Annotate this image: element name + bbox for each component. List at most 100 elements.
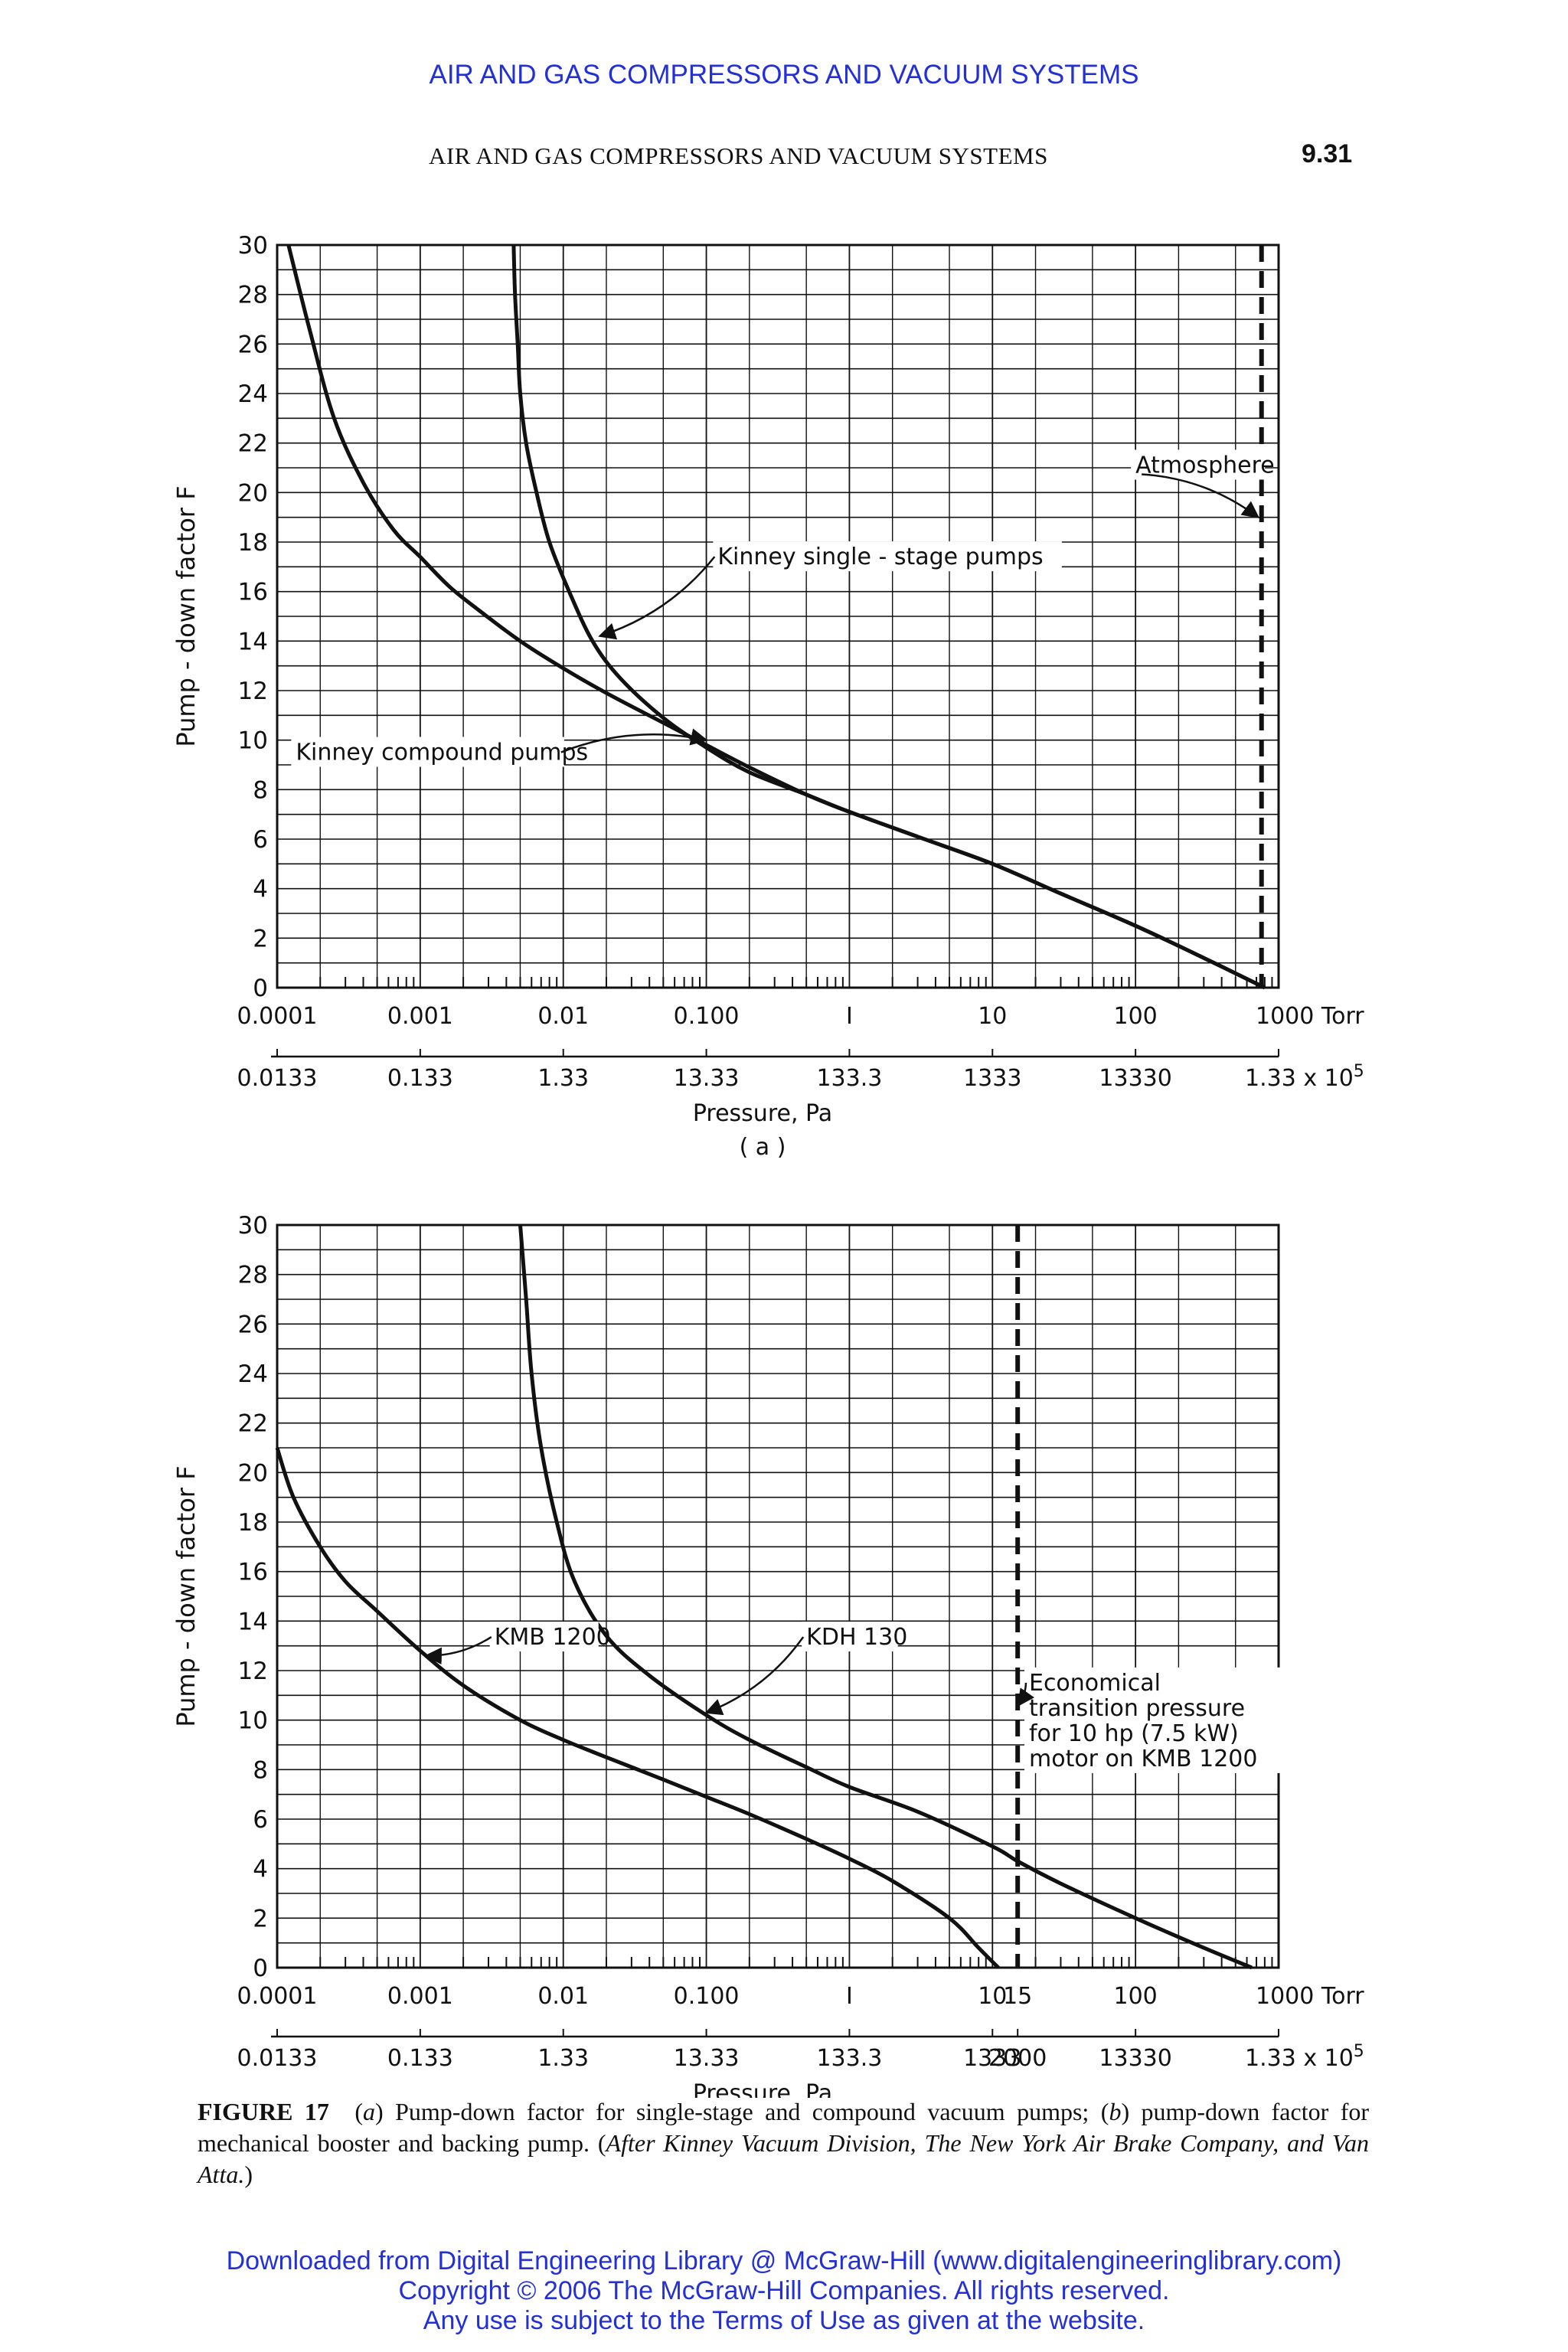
y-tick-label: 16 — [238, 1559, 268, 1586]
annotation-background — [713, 541, 1062, 572]
y-tick-label: 12 — [238, 678, 268, 705]
x-tick-label-torr: 0.100 — [674, 1983, 740, 2010]
x-tick-label-pa: 0.133 — [387, 2045, 453, 2072]
y-tick-label: 8 — [253, 1756, 268, 1784]
series-line — [511, 244, 1266, 990]
x-tick-label-pa: 1333 — [963, 1065, 1021, 1092]
y-tick-label: 0 — [253, 1955, 268, 1982]
x-tick-label-torr: 1000 Torr — [1256, 1003, 1364, 1030]
figure-caption: FIGURE 17 (a) Pump-down factor for singl… — [198, 2096, 1369, 2190]
series-line — [518, 1224, 1253, 1970]
annotation-label: Economical — [1029, 1670, 1161, 1697]
y-tick-label: 20 — [238, 479, 268, 507]
x-tick-label-torr: 0.01 — [537, 1983, 589, 2010]
caption-part: ) Pump-down factor for single-stage and … — [375, 2098, 1109, 2125]
y-tick-label: 16 — [238, 579, 268, 606]
x-tick-label-pa: 1.33 x 105 — [1245, 1062, 1364, 1092]
annotation-arrow — [424, 1635, 492, 1665]
x-tick-label-pa: 13330 — [1099, 1065, 1171, 1092]
y-tick-label: 20 — [238, 1459, 268, 1487]
x-tick-label-pa: 0.133 — [387, 1065, 453, 1092]
annotation-label: Kinney single - stage pumps — [717, 544, 1043, 570]
y-tick-label: 22 — [238, 1410, 268, 1438]
x-tick-label-pa: 13.33 — [674, 2045, 740, 2072]
x-tick-label-pa: 1.33 — [537, 2045, 589, 2072]
y-tick-label: 8 — [253, 776, 268, 804]
annotation-label: for 10 hp (7.5 kW) — [1029, 1720, 1239, 1747]
x-tick-label-pa: 0.0133 — [237, 2045, 318, 2072]
annotation-arrow — [704, 1636, 805, 1716]
x-tick-label-pa-sup: 5 — [1354, 1062, 1364, 1081]
y-tick-label: 14 — [238, 628, 268, 655]
x-tick-label-torr: 0.001 — [387, 1003, 453, 1030]
y-tick-label: 26 — [238, 1311, 268, 1338]
annotation-arrow — [1142, 473, 1260, 519]
y-axis-label: Pump - down factor F — [172, 485, 201, 746]
x-tick-label-pa: 1.33 x 105 — [1245, 2042, 1364, 2072]
footer-copyright-line: Copyright © 2006 The McGraw-Hill Compani… — [398, 2276, 1170, 2305]
y-tick-label: 10 — [238, 1707, 268, 1735]
annotation-background — [1024, 1667, 1285, 1773]
x-tick-label-torr: 100 — [1114, 1983, 1158, 2010]
x-tick-label-torr: 10 — [978, 1983, 1007, 2010]
y-tick-label: 6 — [253, 1806, 268, 1834]
page-number: 9.31 — [1302, 139, 1353, 168]
annotation-arrow — [598, 556, 716, 640]
plot-frame — [276, 243, 1280, 989]
series-line — [275, 1447, 1000, 1969]
y-tick-label: 4 — [253, 876, 268, 903]
x-tick-label-pa: 0.0133 — [237, 1065, 318, 1092]
plot-frame — [276, 1223, 1280, 1969]
y-tick-label: 28 — [238, 282, 268, 309]
x-tick-label-torr: 15 — [1003, 1983, 1032, 2010]
y-axis-label: Pump - down factor F — [172, 1465, 201, 1726]
x-tick-label-pa: 2000 — [988, 2045, 1047, 2072]
y-tick-label: 10 — [238, 727, 268, 755]
x-tick-label-torr: 100 — [1114, 1003, 1158, 1030]
y-tick-label: 2 — [253, 1905, 268, 1932]
caption-part: a — [363, 2098, 376, 2125]
footer: Downloaded from Digital Engineering Libr… — [0, 2246, 1568, 2336]
annotation-label: Kinney compound pumps — [296, 740, 588, 766]
x-tick-label-torr: 0.001 — [387, 1983, 453, 2010]
y-tick-label: 12 — [238, 1658, 268, 1685]
y-tick-label: 18 — [238, 529, 268, 557]
annotation-label: transition pressure — [1029, 1695, 1245, 1722]
caption-part: ) pump-down factor for mechanical booste… — [198, 2098, 1370, 2157]
annotation-label: KMB 1200 — [495, 1624, 611, 1651]
annotation-background — [802, 1622, 898, 1652]
x-tick-label-torr: 0.100 — [674, 1003, 740, 1030]
y-tick-label: 14 — [238, 1608, 268, 1635]
y-tick-label: 28 — [238, 1262, 268, 1289]
caption-part: ( — [354, 2098, 364, 2125]
x-tick-label-torr: 0.01 — [537, 1003, 589, 1030]
caption-part: After Kinney Vacuum Division, The New Yo… — [198, 2129, 1370, 2188]
running-head: AIR AND GAS COMPRESSORS AND VACUUM SYSTE… — [429, 142, 1048, 169]
y-tick-label: 22 — [238, 430, 268, 458]
x-tick-label-pa-sup: 5 — [1354, 2042, 1364, 2061]
x-tick-label-torr: 0.0001 — [237, 1003, 318, 1030]
footer-download-line[interactable]: Downloaded from Digital Engineering Libr… — [226, 2246, 1342, 2275]
annotation-arrow — [1017, 1682, 1035, 1707]
footer-terms-line: Any use is subject to the Terms of Use a… — [423, 2306, 1145, 2335]
source-banner: AIR AND GAS COMPRESSORS AND VACUUM SYSTE… — [429, 60, 1139, 90]
x-tick-label-torr: 0.0001 — [237, 1983, 318, 2010]
y-tick-label: 2 — [253, 925, 268, 952]
x-axis-label-pa: Pressure, Pa — [693, 1100, 832, 1127]
x-tick-label-pa: 1333 — [963, 2045, 1021, 2072]
y-tick-label: 30 — [238, 1212, 268, 1240]
figure-label: FIGURE 17 — [198, 2098, 329, 2125]
annotation-label: motor on KMB 1200 — [1029, 1746, 1258, 1772]
caption-part: b — [1109, 2098, 1122, 2125]
x-tick-label-pa: 13.33 — [674, 1065, 740, 1092]
annotation-arrow — [560, 728, 708, 753]
x-tick-label-torr: I — [846, 1003, 853, 1030]
annotation-label: Atmosphere — [1135, 452, 1275, 479]
y-tick-label: 6 — [253, 826, 268, 854]
x-tick-label-pa: 133.3 — [816, 2045, 882, 2072]
annotation-background — [489, 1622, 599, 1652]
y-tick-label: 24 — [238, 381, 268, 408]
x-tick-label-pa: 13330 — [1099, 2045, 1171, 2072]
